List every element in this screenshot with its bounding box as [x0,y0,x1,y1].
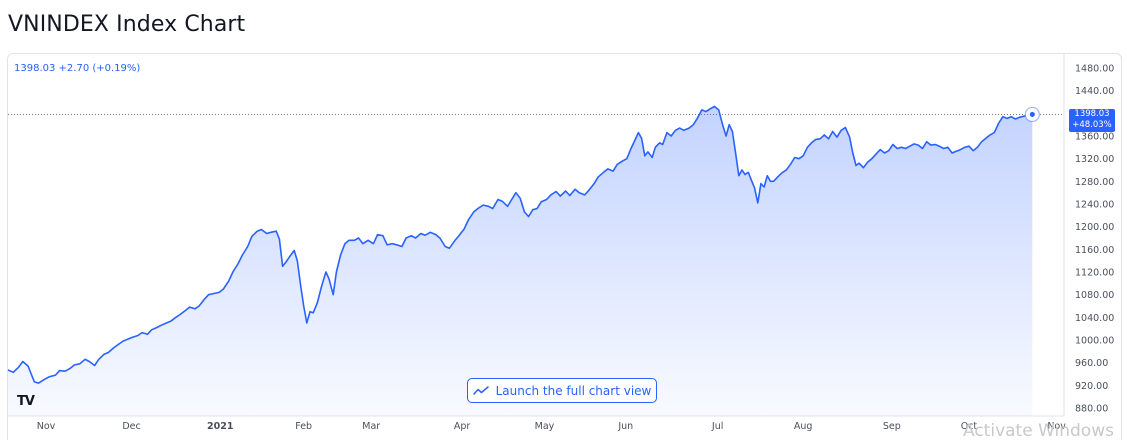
page-title: VNINDEX Index Chart [8,12,246,37]
price-tick-label: 960.00 [1075,358,1108,369]
price-tick-label: 1160.00 [1075,245,1114,256]
time-tick-label: Apr [454,421,471,432]
time-tick-label: Dec [122,421,140,432]
price-tick-label: 920.00 [1075,381,1108,392]
time-tick-label: Nov [37,421,56,432]
time-tick-label: Jun [617,421,633,432]
time-axis: Nov Dec 2021 Feb Mar Apr May Jun Jul Aug Sep Oct Nov [37,421,1067,432]
price-tick-label: 1280.00 [1075,177,1114,188]
chart-line-icon [472,385,489,395]
time-tick-label: Aug [794,421,813,432]
last-price-marker [1029,111,1035,117]
time-tick-label: Nov [1047,421,1066,432]
time-tick-label: 2021 [207,421,233,432]
tradingview-logo[interactable]: TV [17,394,35,409]
time-tick-label: Oct [961,421,978,432]
price-line [7,105,1033,384]
price-tick-label: 1240.00 [1075,200,1114,211]
price-tick-label: 1080.00 [1075,290,1114,301]
price-tick-label: 1040.00 [1075,313,1114,324]
last-price-value: 1398.03 [1074,109,1110,119]
activate-windows-watermark: Activate Windows [963,421,1114,441]
price-tick-label: 1200.00 [1075,222,1114,233]
legend-quote: 1398.03 +2.70 (+0.19%) [14,63,141,74]
launch-full-chart-button[interactable]: Launch the full chart view [467,378,657,403]
time-tick-label: Jul [711,421,723,432]
price-tick-label: 1480.00 [1075,64,1114,75]
price-tick-label: 1120.00 [1075,268,1114,279]
launch-full-chart-label: Launch the full chart view [495,383,652,398]
price-tick-label: 1440.00 [1075,86,1114,97]
price-tick-label: 1320.00 [1075,154,1114,165]
time-tick-label: Feb [295,421,312,432]
price-tick-label: 1360.00 [1075,132,1114,143]
time-tick-label: Mar [362,421,380,432]
last-price-change: +48.03% [1072,120,1112,130]
price-tick-label: 1000.00 [1075,336,1114,347]
price-tick-label: 880.00 [1075,404,1108,415]
time-tick-label: May [535,421,555,432]
price-area [8,106,1033,416]
time-tick-label: Sep [883,421,901,432]
last-price-label: 1398.03 +48.03% [1069,109,1115,132]
